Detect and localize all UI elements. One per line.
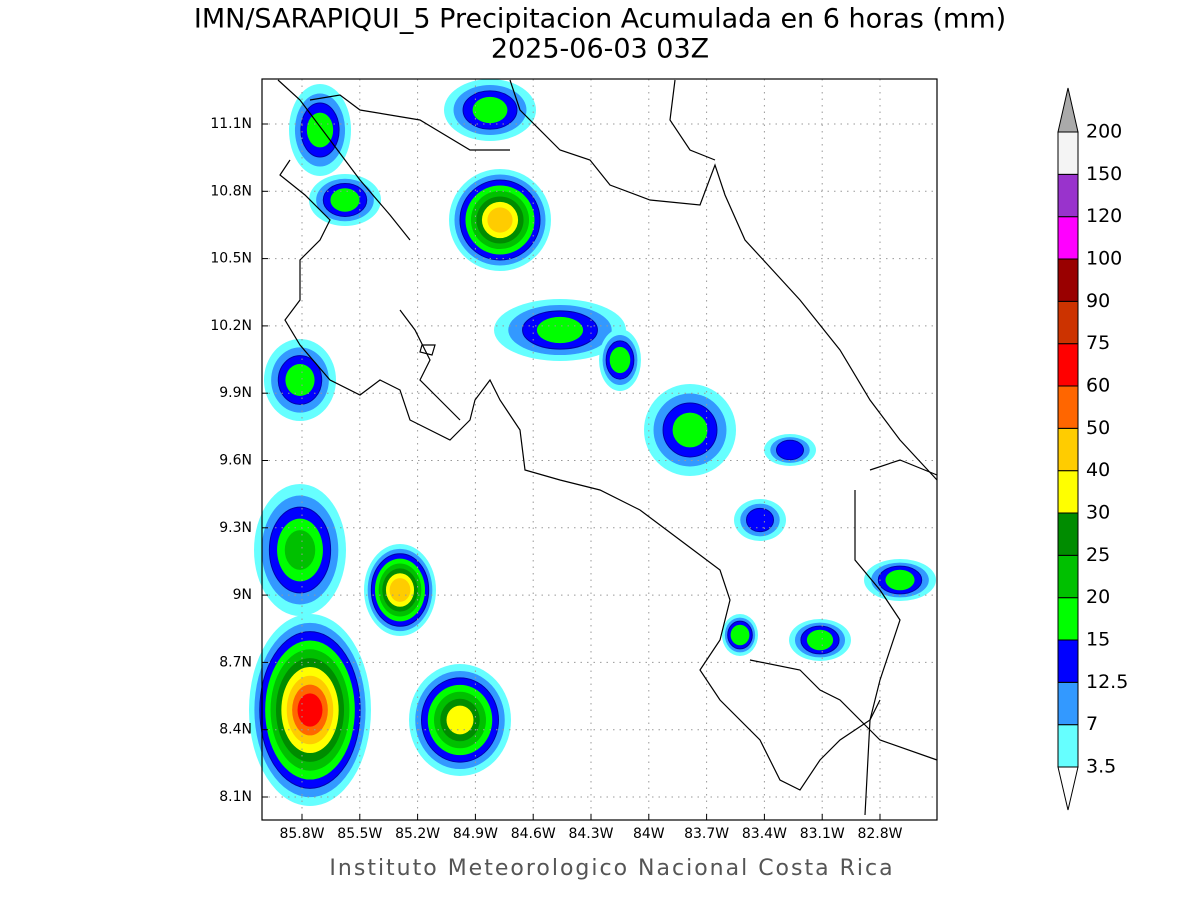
colorbar-swatch bbox=[1057, 343, 1079, 387]
x-tick-label: 84.9W bbox=[453, 826, 498, 842]
rain-cell bbox=[389, 578, 411, 602]
rain-cell bbox=[472, 96, 508, 124]
colorbar-label: 12.5 bbox=[1086, 671, 1128, 693]
colorbar-swatch bbox=[1057, 258, 1079, 302]
x-tick-label: 83.1W bbox=[800, 826, 845, 842]
precipitation-field bbox=[249, 79, 936, 806]
y-tick-label: 10.5N bbox=[210, 251, 252, 267]
y-tick-label: 9.6N bbox=[219, 453, 252, 469]
colorbar-swatch bbox=[1057, 470, 1079, 514]
rain-cell bbox=[284, 530, 316, 570]
coastline bbox=[509, 79, 938, 481]
rain-cell bbox=[536, 316, 584, 344]
colorbar-swatch bbox=[1057, 427, 1079, 472]
rain-cell bbox=[776, 439, 804, 461]
y-tick-label: 9N bbox=[233, 587, 252, 603]
rain-cell bbox=[672, 412, 708, 448]
rain-cell bbox=[446, 705, 474, 735]
colorbar-label: 60 bbox=[1086, 375, 1110, 397]
colorbar-label: 200 bbox=[1086, 121, 1122, 143]
colorbar-swatch bbox=[1057, 681, 1079, 726]
colorbar-over bbox=[1057, 87, 1079, 133]
colorbar-swatch bbox=[1057, 512, 1079, 556]
title: IMN/SARAPIQUI_5 Precipitacion Acumulada … bbox=[194, 4, 1006, 35]
coastlines bbox=[277, 79, 938, 816]
colorbar-label: 7 bbox=[1086, 713, 1098, 735]
colorbar-swatch bbox=[1057, 216, 1079, 260]
colorbar-swatch bbox=[1057, 300, 1079, 345]
y-tick-label: 11.1N bbox=[210, 116, 252, 132]
y-tick-label: 9.9N bbox=[219, 385, 252, 401]
footer-credit: Instituto Meteorologico Nacional Costa R… bbox=[329, 856, 894, 881]
colorbar-label: 15 bbox=[1086, 629, 1110, 651]
colorbar-swatch bbox=[1057, 639, 1079, 683]
x-tick-label: 84W bbox=[633, 826, 665, 842]
coastline bbox=[399, 309, 461, 421]
colorbar-label: 120 bbox=[1086, 205, 1122, 227]
x-tick-label: 85.8W bbox=[279, 826, 324, 842]
grid bbox=[262, 79, 937, 820]
colorbar-swatch bbox=[1057, 554, 1079, 599]
axes: 85.8W 85.5W 85.2W 84.9W 84.6W 84.3W 84W 83.7W 83… bbox=[210, 116, 902, 842]
map-frame bbox=[261, 78, 938, 821]
colorbar-label: 20 bbox=[1086, 586, 1110, 608]
colorbar-label: 100 bbox=[1086, 248, 1122, 270]
coastline bbox=[669, 79, 716, 161]
colorbar-under bbox=[1057, 766, 1079, 811]
colorbar-label: 30 bbox=[1086, 502, 1110, 524]
rain-cell bbox=[487, 207, 513, 233]
rain-cell bbox=[297, 693, 323, 727]
rain-cell bbox=[306, 112, 334, 148]
rain-cell bbox=[806, 629, 834, 651]
y-tick-label: 8.7N bbox=[219, 654, 252, 670]
colorbar-swatch bbox=[1057, 385, 1079, 429]
coastline bbox=[277, 79, 411, 241]
x-tick-label: 84.6W bbox=[511, 826, 556, 842]
x-tick-label: 85.2W bbox=[395, 826, 440, 842]
x-tick-label: 83.4W bbox=[742, 826, 787, 842]
rain-cell bbox=[746, 507, 774, 533]
colorbar-label: 3.5 bbox=[1086, 756, 1116, 778]
coastline bbox=[869, 459, 938, 476]
border bbox=[854, 490, 901, 816]
colorbar-label: 50 bbox=[1086, 417, 1110, 439]
colorbar-swatch bbox=[1057, 131, 1079, 175]
colorbar-label: 150 bbox=[1086, 163, 1122, 185]
island bbox=[419, 344, 436, 356]
y-tick-label: 10.8N bbox=[210, 183, 252, 199]
y-tick-label: 8.1N bbox=[219, 789, 252, 805]
colorbar-swatch bbox=[1057, 173, 1079, 218]
x-tick-label: 83.7W bbox=[684, 826, 729, 842]
x-tick-label: 82.8W bbox=[857, 826, 902, 842]
colorbar-swatch bbox=[1057, 597, 1079, 641]
coastline bbox=[279, 159, 881, 791]
rain-cell bbox=[609, 346, 631, 374]
coastline bbox=[749, 659, 938, 761]
y-tick-label: 10.2N bbox=[210, 318, 252, 334]
y-tick-label: 8.4N bbox=[219, 722, 252, 738]
y-tick-label: 9.3N bbox=[219, 520, 252, 536]
rain-cell bbox=[285, 364, 315, 396]
rain-cell bbox=[885, 569, 915, 591]
colorbar-label: 25 bbox=[1086, 544, 1110, 566]
subtitle: 2025-06-03 03Z bbox=[491, 34, 709, 65]
colorbar-label: 40 bbox=[1086, 459, 1110, 481]
x-tick-label: 84.3W bbox=[568, 826, 613, 842]
colorbar-label: 90 bbox=[1086, 290, 1110, 312]
x-tick-label: 85.5W bbox=[337, 826, 382, 842]
colorbar: 3.5 7 12.5 15 20 25 30 40 50 60 75 90 100 120 150 200 bbox=[1057, 87, 1128, 811]
rain-cell bbox=[730, 624, 750, 646]
colorbar-swatch bbox=[1057, 724, 1079, 768]
colorbar-label: 75 bbox=[1086, 332, 1110, 354]
border bbox=[309, 94, 510, 151]
rain-cell bbox=[330, 188, 360, 212]
